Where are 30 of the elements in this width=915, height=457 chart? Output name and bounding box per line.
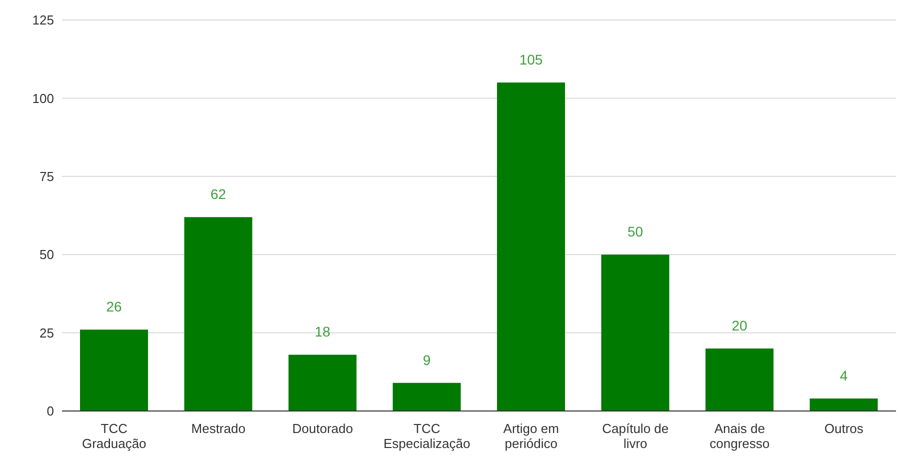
- x-tick-label: Artigo em periódico: [503, 421, 559, 451]
- x-tick-label: TCC Especialização: [384, 421, 470, 451]
- bar: [80, 330, 148, 411]
- bar: [810, 398, 878, 411]
- bar: [288, 354, 356, 411]
- data-label: 9: [422, 352, 431, 368]
- bar: [497, 82, 565, 411]
- x-tick-label: Outros: [824, 421, 864, 436]
- bar: [706, 348, 774, 411]
- data-label: 20: [732, 317, 748, 334]
- data-label: 18: [314, 324, 330, 340]
- bar: [184, 217, 252, 411]
- x-tick-label: TCC Graduação: [82, 421, 146, 451]
- y-tick-label: 50: [40, 247, 54, 262]
- y-tick-label: 75: [40, 169, 54, 184]
- data-label: 62: [210, 186, 226, 202]
- x-tick-label: Capítulo de livro: [602, 421, 669, 451]
- bar: [392, 382, 461, 411]
- x-tick-label: Doutorado: [292, 421, 353, 436]
- data-label: 4: [840, 367, 848, 384]
- bar: [601, 254, 670, 411]
- data-label: 26: [106, 298, 122, 315]
- y-tick-label: 100: [32, 90, 54, 106]
- y-tick-label: 25: [40, 325, 54, 340]
- y-tick-label: 125: [32, 12, 54, 28]
- data-label: 105: [519, 52, 543, 68]
- x-tick-label: Anais de congresso: [710, 421, 770, 451]
- x-tick-label: Mestrado: [191, 421, 246, 436]
- data-label: 50: [627, 224, 644, 240]
- y-tick-label: 0: [46, 404, 54, 419]
